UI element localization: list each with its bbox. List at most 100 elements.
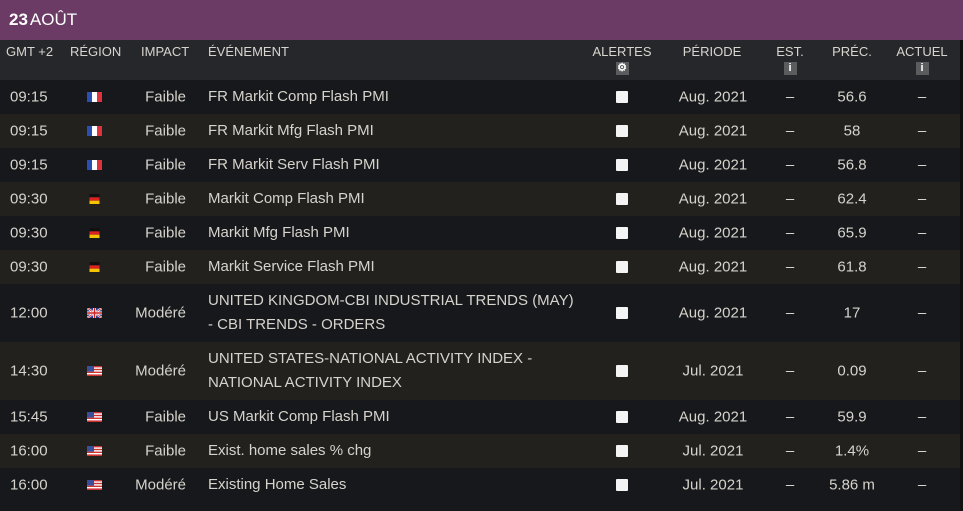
event-period: Aug. 2021 <box>678 408 748 426</box>
alert-checkbox[interactable] <box>616 261 628 273</box>
previous-value: 56.8 <box>837 156 867 174</box>
region-flag-us-icon <box>87 366 102 376</box>
alert-checkbox[interactable] <box>616 227 628 239</box>
impact-level: Faible <box>145 190 186 208</box>
region-flag-us-icon <box>87 412 102 422</box>
alert-checkbox[interactable] <box>616 91 628 103</box>
event-name[interactable]: Markit Mfg Flash PMI <box>208 221 588 245</box>
table-row: 09:30 Faible Markit Service Flash PMI Au… <box>0 250 963 284</box>
event-name-line: Markit Mfg Flash PMI <box>208 224 350 241</box>
impact-level: Faible <box>145 156 186 174</box>
event-name-line: - CBI TRENDS - ORDERS <box>208 316 386 333</box>
col-est: EST. i <box>770 44 810 75</box>
event-name[interactable]: US Markit Comp Flash PMI <box>208 405 588 429</box>
event-time: 14:30 <box>10 362 48 380</box>
event-name-line: Exist. home sales % chg <box>208 442 372 459</box>
estimate-value: – <box>785 362 795 380</box>
events-table: 09:15 Faible FR Markit Comp Flash PMI Au… <box>0 80 963 502</box>
event-name-line: Existing Home Sales <box>208 476 347 493</box>
col-prev: PRÉC. <box>832 44 872 59</box>
event-name-line: UNITED KINGDOM-CBI INDUSTRIAL TRENDS (MA… <box>208 292 574 309</box>
alert-checkbox[interactable] <box>616 307 628 319</box>
region-flag-gb-icon <box>87 308 102 318</box>
alert-checkbox[interactable] <box>616 125 628 137</box>
event-name[interactable]: Exist. home sales % chg <box>208 439 588 463</box>
previous-value: 1.4% <box>834 442 870 460</box>
previous-value: 62.4 <box>837 190 867 208</box>
event-name[interactable]: UNITED STATES-NATIONAL ACTIVITY INDEX - N… <box>208 347 588 395</box>
event-name[interactable]: Existing Home Sales <box>208 473 588 497</box>
info-icon[interactable]: i <box>915 62 929 75</box>
actual-value: – <box>917 408 927 426</box>
estimate-value: – <box>785 122 795 140</box>
col-time: GMT +2 <box>6 44 54 59</box>
actual-value: – <box>917 156 927 174</box>
table-header: GMT +2 RÉGION IMPACT ÉVÉNEMENT ALERTES ⚙ … <box>0 40 963 80</box>
date-header: 23 AOÛT <box>0 0 963 40</box>
region-flag-us-icon <box>87 480 102 490</box>
estimate-value: – <box>785 258 795 276</box>
event-period: Jul. 2021 <box>682 476 744 494</box>
estimate-value: – <box>785 224 795 242</box>
alert-checkbox[interactable] <box>616 445 628 457</box>
gear-icon[interactable]: ⚙ <box>615 62 629 75</box>
actual-value: – <box>917 362 927 380</box>
alert-checkbox[interactable] <box>616 193 628 205</box>
impact-level: Faible <box>145 88 186 106</box>
event-period: Aug. 2021 <box>678 122 748 140</box>
col-impact: IMPACT <box>141 44 190 59</box>
alert-checkbox[interactable] <box>616 365 628 377</box>
event-name-line: UNITED STATES-NATIONAL ACTIVITY INDEX - <box>208 350 533 367</box>
impact-level: Modéré <box>135 476 186 494</box>
event-name[interactable]: FR Markit Mfg Flash PMI <box>208 119 588 143</box>
event-name[interactable]: FR Markit Serv Flash PMI <box>208 153 588 177</box>
event-time: 09:15 <box>10 88 48 106</box>
event-period: Jul. 2021 <box>682 442 744 460</box>
region-flag-fr-icon <box>87 126 102 136</box>
alert-checkbox[interactable] <box>616 159 628 171</box>
event-name[interactable]: UNITED KINGDOM-CBI INDUSTRIAL TRENDS (MA… <box>208 289 588 337</box>
table-row: 09:30 Faible Markit Comp Flash PMI Aug. … <box>0 182 963 216</box>
table-row: 16:00 Faible Exist. home sales % chg Jul… <box>0 434 963 468</box>
event-time: 09:30 <box>10 224 48 242</box>
event-period: Aug. 2021 <box>678 88 748 106</box>
actual-value: – <box>917 304 927 322</box>
date-month: AOÛT <box>29 10 78 29</box>
event-period: Aug. 2021 <box>678 156 748 174</box>
actual-value: – <box>917 258 927 276</box>
region-flag-fr-icon <box>87 160 102 170</box>
info-icon[interactable]: i <box>783 62 797 75</box>
event-time: 12:00 <box>10 304 48 322</box>
actual-value: – <box>917 224 927 242</box>
estimate-value: – <box>785 190 795 208</box>
alert-checkbox[interactable] <box>616 479 628 491</box>
event-time: 16:00 <box>10 476 48 494</box>
event-time: 09:30 <box>10 258 48 276</box>
event-name[interactable]: FR Markit Comp Flash PMI <box>208 85 588 109</box>
event-name[interactable]: Markit Comp Flash PMI <box>208 187 588 211</box>
table-row: 14:30 Modéré UNITED STATES-NATIONAL ACTI… <box>0 342 963 400</box>
estimate-value: – <box>785 156 795 174</box>
estimate-value: – <box>785 408 795 426</box>
impact-level: Modéré <box>135 362 186 380</box>
event-time: 16:00 <box>10 442 48 460</box>
actual-value: – <box>917 88 927 106</box>
scrollbar[interactable] <box>960 40 963 511</box>
event-name-line: FR Markit Comp Flash PMI <box>208 88 389 105</box>
alert-checkbox[interactable] <box>616 411 628 423</box>
table-row: 09:30 Faible Markit Mfg Flash PMI Aug. 2… <box>0 216 963 250</box>
event-name[interactable]: Markit Service Flash PMI <box>208 255 588 279</box>
col-event: ÉVÉNEMENT <box>208 44 289 59</box>
event-name-line: FR Markit Mfg Flash PMI <box>208 122 374 139</box>
event-time: 09:15 <box>10 156 48 174</box>
estimate-value: – <box>785 476 795 494</box>
estimate-value: – <box>785 442 795 460</box>
event-period: Aug. 2021 <box>678 190 748 208</box>
event-period: Jul. 2021 <box>682 362 744 380</box>
table-row: 15:45 Faible US Markit Comp Flash PMI Au… <box>0 400 963 434</box>
previous-value: 0.09 <box>837 362 867 380</box>
event-period: Aug. 2021 <box>678 304 748 322</box>
table-row: 16:00 Modéré Existing Home Sales Jul. 20… <box>0 468 963 502</box>
actual-value: – <box>917 190 927 208</box>
event-period: Aug. 2021 <box>678 258 748 276</box>
